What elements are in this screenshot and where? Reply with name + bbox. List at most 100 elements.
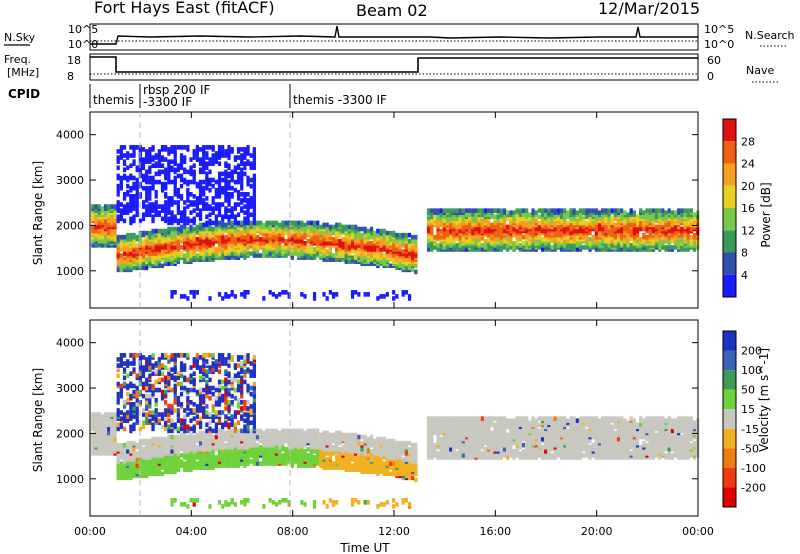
velocity-cell <box>208 412 212 417</box>
power-cell <box>173 149 177 154</box>
velocity-cell <box>189 418 193 423</box>
power-cell <box>243 224 247 230</box>
power-cell <box>192 226 196 232</box>
velocity-cell <box>132 426 136 432</box>
power-cell <box>544 224 548 230</box>
power-cell <box>651 212 655 218</box>
velocity-cell <box>122 375 127 381</box>
velocity-cell <box>167 428 171 434</box>
power-cell <box>246 290 250 295</box>
velocity-cell <box>217 453 222 458</box>
velocity-cell <box>126 359 130 364</box>
power-cell <box>445 218 450 224</box>
velocity-cell <box>227 400 231 405</box>
velocity-cell <box>202 451 206 456</box>
power-cell <box>186 204 190 209</box>
power-cell <box>613 238 617 244</box>
velocity-cell <box>236 410 241 415</box>
power-cell <box>94 216 98 222</box>
velocity-cell <box>170 498 174 503</box>
power-cell <box>550 216 554 222</box>
power-cell <box>689 222 693 228</box>
power-cell <box>227 151 231 156</box>
power-cell <box>582 234 586 240</box>
power-cell <box>227 192 231 197</box>
power-cell <box>512 210 516 215</box>
power-cell <box>385 234 389 240</box>
power-cell <box>515 224 519 230</box>
velocity-cell <box>122 459 127 464</box>
power-cell <box>179 245 184 250</box>
velocity-cell <box>189 379 193 385</box>
velocity-cell <box>122 400 127 405</box>
power-cell <box>274 294 279 299</box>
power-cell <box>430 226 434 232</box>
power-cell <box>145 149 149 154</box>
power-cell <box>265 220 269 226</box>
velocity-cell <box>233 422 237 428</box>
velocity-cell <box>151 363 155 368</box>
power-cell <box>240 153 244 158</box>
power-cell <box>122 153 127 158</box>
velocity-cell <box>154 418 158 423</box>
velocity-cell <box>135 463 139 468</box>
power-cell <box>173 145 177 150</box>
power-cell <box>654 214 659 220</box>
power-cell <box>376 296 380 301</box>
power-cell <box>173 167 177 173</box>
velocity-cell <box>157 369 161 374</box>
velocity-cell <box>198 355 203 360</box>
velocity-cell <box>119 471 123 477</box>
power-cell <box>157 228 161 234</box>
power-cell <box>157 179 161 185</box>
power-cell <box>141 177 146 183</box>
power-cell <box>398 251 402 256</box>
power-cell <box>290 220 294 226</box>
power-cell <box>186 296 190 301</box>
power-cell <box>354 228 358 234</box>
power-cell <box>189 200 193 205</box>
power-cell <box>262 296 266 301</box>
velocity-cell <box>205 359 209 364</box>
power-cell <box>173 245 177 250</box>
velocity-cell <box>205 393 209 399</box>
velocity-cell <box>119 383 123 389</box>
power-cell <box>246 216 250 222</box>
power-cell <box>135 194 139 199</box>
velocity-cell <box>126 397 130 403</box>
velocity-cell <box>221 410 225 415</box>
power-cell <box>303 294 307 299</box>
velocity-cell <box>202 463 206 468</box>
power-cell <box>255 253 260 258</box>
power-cell <box>515 228 519 234</box>
date-label: 12/Mar/2015 <box>598 0 700 18</box>
power-cell <box>233 220 237 226</box>
power-cell <box>265 234 269 240</box>
power-cell <box>670 232 674 238</box>
velocity-cell <box>135 418 139 423</box>
power-cell <box>414 263 418 269</box>
power-cell <box>230 185 234 191</box>
velocity-cell <box>205 353 209 358</box>
power-cell <box>214 155 218 160</box>
power-cell <box>132 159 136 164</box>
velocity-cell <box>233 502 237 507</box>
velocity-cell <box>151 383 155 389</box>
power-cell <box>553 226 557 232</box>
power-cell <box>151 228 155 234</box>
power-cell <box>170 210 174 215</box>
power-cell <box>167 257 171 262</box>
velocity-cell <box>122 442 127 448</box>
power-cell <box>214 151 218 156</box>
nsky-trace <box>90 25 698 45</box>
velocity-cell <box>170 438 174 444</box>
power-cell <box>677 208 681 213</box>
velocity-cell <box>214 395 218 401</box>
velocity-cell <box>211 414 215 419</box>
velocity-cell <box>170 418 174 423</box>
power-cell <box>189 165 193 171</box>
power-cell <box>642 210 646 215</box>
power-cell <box>664 245 668 250</box>
power-cell <box>585 234 589 240</box>
power-cell <box>186 226 190 232</box>
